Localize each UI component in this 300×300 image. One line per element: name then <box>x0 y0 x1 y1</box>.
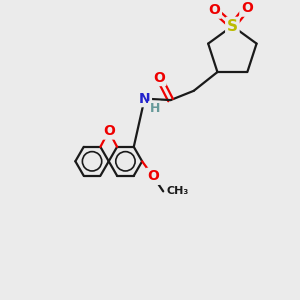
Text: H: H <box>149 102 160 115</box>
Text: O: O <box>153 70 165 85</box>
Text: N: N <box>139 92 150 106</box>
Text: S: S <box>227 19 238 34</box>
Text: O: O <box>208 3 220 17</box>
Text: O: O <box>103 124 115 138</box>
Text: CH₃: CH₃ <box>167 186 189 197</box>
Text: O: O <box>147 169 159 183</box>
Text: O: O <box>241 1 253 15</box>
